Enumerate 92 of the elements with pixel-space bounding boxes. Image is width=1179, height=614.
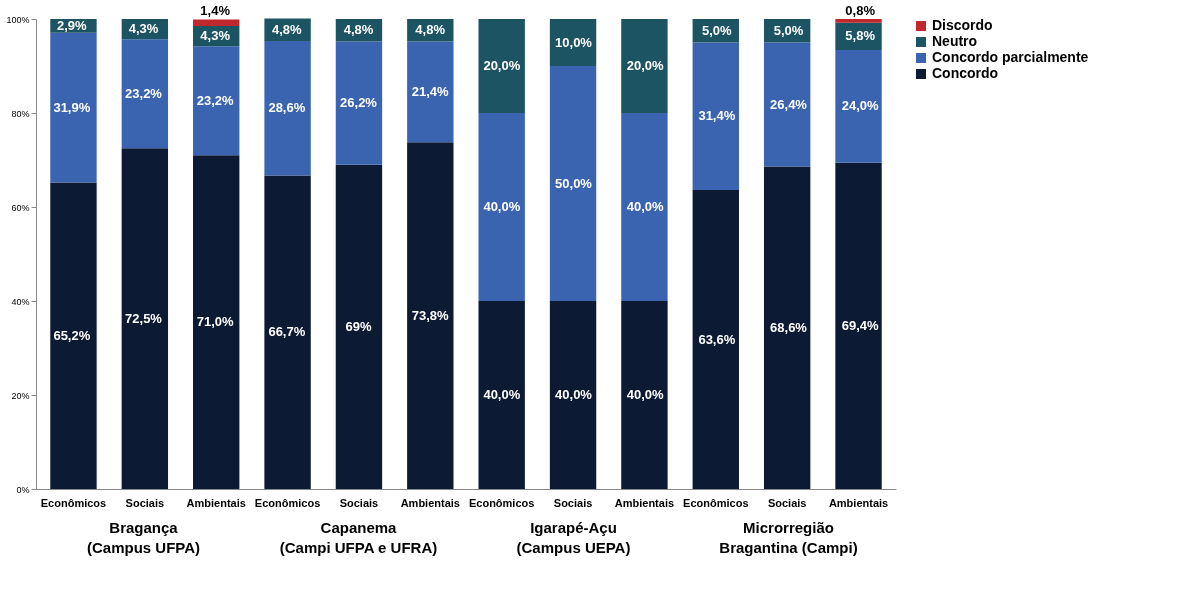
bar — [692, 42, 739, 191]
bar — [50, 32, 97, 183]
bar — [621, 19, 668, 113]
legend-label: Neutro — [932, 33, 978, 49]
text: Microrregião Bragantina (Campi) — [719, 519, 858, 556]
data-label: 71,0% — [196, 314, 235, 330]
data-label: 69,4% — [841, 317, 880, 333]
data-label: 40,0% — [626, 199, 665, 214]
data-label: 2,9% — [57, 17, 88, 33]
bar — [763, 166, 811, 489]
x-tick-label: Ambientais — [828, 496, 889, 509]
data-label: 4,8% — [343, 22, 374, 38]
data-label: 4,3% — [200, 28, 231, 44]
data-label: 26,2% — [340, 95, 378, 111]
data-label: 65,2% — [53, 327, 91, 343]
data-label: 40,0% — [555, 387, 593, 402]
bar — [763, 42, 811, 167]
data-label: 0,8% — [845, 3, 876, 18]
y-tick-label: 60% — [11, 202, 30, 213]
data-label: 63,6% — [698, 331, 736, 347]
bar — [193, 46, 240, 156]
data-label: 28,6% — [268, 100, 306, 116]
bar — [264, 175, 311, 489]
data-label: 73,8% — [411, 307, 450, 323]
y-tick-label: 20% — [11, 390, 30, 401]
y-tick-label: 0% — [16, 484, 30, 495]
data-label: 69% — [345, 318, 372, 334]
data-label: 4,3% — [128, 21, 159, 37]
data-label: 24,0% — [841, 98, 880, 114]
y-tick-label: 40% — [11, 296, 30, 307]
text: Bragança (Campus UFPA) — [86, 519, 201, 556]
bar — [335, 41, 383, 165]
x-tick-label: Sociais — [553, 496, 593, 509]
text: Igarapé-Açu (Campus UEPA) — [516, 519, 631, 556]
data-label: 26,4% — [770, 96, 808, 112]
x-tick-label: Econômicos — [254, 496, 321, 509]
bar — [335, 164, 383, 489]
legend-label: Concordo — [932, 65, 999, 81]
bar — [407, 142, 454, 489]
data-label: 50,0% — [555, 175, 593, 191]
bar — [835, 162, 882, 489]
x-tick-label: Econômicos — [683, 496, 749, 509]
data-label: 10,0% — [555, 34, 593, 50]
x-tick-label: Sociais — [339, 496, 379, 509]
data-label: 4,8% — [415, 22, 446, 38]
bar — [193, 155, 240, 489]
data-label: 5,0% — [773, 22, 804, 38]
bar — [193, 19, 240, 27]
data-label: 23,2% — [196, 92, 235, 108]
data-label: 20,0% — [626, 58, 665, 73]
data-label: 40,0% — [483, 199, 521, 214]
data-label: 5,8% — [845, 28, 876, 44]
bar — [621, 113, 668, 301]
x-tick-label: Econômicos — [40, 496, 107, 509]
bar — [549, 66, 597, 301]
legend-label: Concordo parcialmente — [932, 49, 1089, 65]
y-tick-label: 100% — [6, 14, 30, 25]
data-label: 40,0% — [626, 387, 665, 402]
bar — [264, 41, 311, 176]
bar — [621, 301, 668, 489]
data-label: 68,6% — [770, 319, 808, 335]
data-label: 4,8% — [272, 21, 303, 37]
bar — [121, 39, 169, 149]
bar — [478, 301, 525, 489]
bar — [50, 182, 97, 489]
x-tick-label: Ambientais — [186, 496, 246, 509]
data-label: 1,4% — [200, 3, 231, 19]
bar — [407, 41, 454, 143]
x-tick-label: Sociais — [767, 496, 807, 509]
bar — [549, 301, 597, 489]
data-label: 31,4% — [698, 108, 736, 124]
x-tick-label: Ambientais — [614, 496, 675, 509]
data-label: 20,0% — [483, 58, 521, 73]
data-label: 40,0% — [483, 387, 521, 402]
text: Capanema (Campi UFPA e UFRA) — [279, 519, 438, 556]
data-label: 66,7% — [268, 324, 306, 340]
bar — [478, 113, 525, 301]
x-tick-label: Econômicos — [468, 496, 535, 509]
y-tick-label: 80% — [11, 108, 30, 119]
bar — [692, 190, 739, 489]
data-label: 5,0% — [702, 22, 733, 38]
data-label: 31,9% — [53, 99, 91, 115]
bar — [121, 148, 169, 489]
bar — [835, 19, 882, 23]
bar — [478, 19, 525, 113]
data-label: 72,5% — [125, 310, 163, 326]
x-tick-label: Sociais — [125, 496, 165, 509]
data-label: 21,4% — [411, 83, 450, 99]
x-tick-label: Ambientais — [400, 496, 460, 509]
bar — [835, 50, 882, 163]
data-label: 23,2% — [125, 85, 163, 101]
legend-label: Discordo — [932, 17, 993, 33]
